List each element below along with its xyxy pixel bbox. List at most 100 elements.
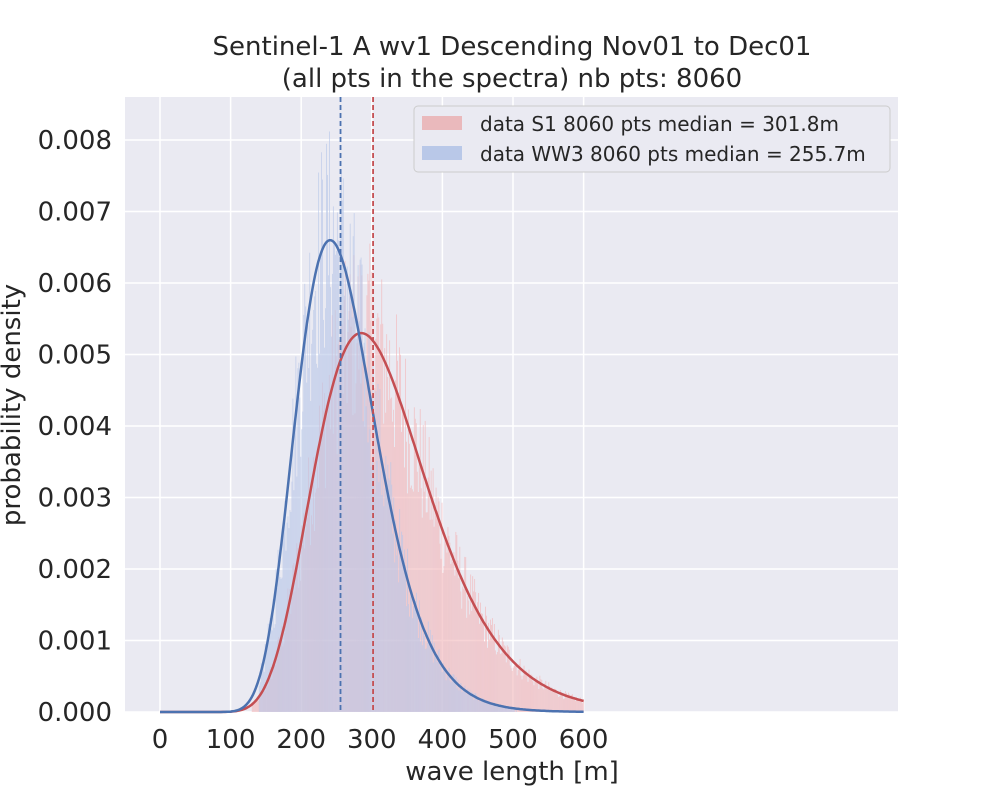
histogram-bar-ww3 [273, 627, 275, 712]
histogram-bar-s1 [487, 647, 488, 712]
histogram-bar-ww3 [411, 599, 412, 712]
histogram-bar-ww3 [319, 353, 321, 712]
histogram-bar-ww3 [382, 474, 384, 712]
histogram-bar-ww3 [308, 368, 310, 712]
histogram-bar-ww3 [442, 663, 444, 712]
histogram-bar-ww3 [317, 367, 319, 712]
histogram-bar-ww3 [278, 555, 280, 712]
histogram-bar-s1 [536, 676, 538, 712]
histogram-bar-ww3 [346, 266, 348, 712]
histogram-bar-s1 [257, 700, 259, 712]
x-tick-label: 600 [559, 725, 609, 755]
y-tick-label: 0.006 [38, 269, 112, 299]
histogram-bar-s1 [460, 591, 462, 712]
histogram-bar-ww3 [364, 328, 366, 712]
histogram-bar-s1 [494, 650, 496, 712]
histogram-bar-s1 [543, 689, 545, 712]
histogram-bar-ww3 [429, 629, 431, 712]
histogram-bar-ww3 [338, 358, 340, 712]
histogram-bar-s1 [473, 591, 475, 712]
histogram-bar-ww3 [497, 706, 498, 712]
histogram-bar-ww3 [466, 694, 468, 712]
histogram-bar-s1 [492, 635, 494, 712]
histogram-bar-ww3 [329, 131, 330, 712]
histogram-bar-ww3 [484, 699, 486, 712]
histogram-bar-ww3 [490, 703, 492, 712]
histogram-bar-ww3 [415, 592, 417, 712]
histogram-bar-ww3 [258, 685, 260, 712]
histogram-bar-s1 [423, 491, 425, 712]
histogram-bar-ww3 [478, 700, 480, 712]
histogram-bar-ww3 [376, 460, 378, 712]
histogram-bar-s1 [581, 703, 583, 712]
histogram-bar-ww3 [472, 693, 474, 712]
histogram-bar-ww3 [266, 641, 268, 712]
histogram-bar-s1 [508, 649, 510, 712]
histogram-bar-ww3 [361, 264, 363, 712]
histogram-bar-ww3 [351, 317, 353, 712]
histogram-bar-ww3 [369, 429, 371, 712]
histogram-bar-ww3 [332, 206, 334, 713]
histogram-bar-ww3 [375, 391, 377, 712]
histogram-bar-s1 [251, 703, 253, 712]
histogram-bar-s1 [417, 491, 419, 712]
histogram-bar-ww3 [482, 697, 484, 712]
histogram-bar-ww3 [487, 701, 489, 712]
histogram-bar-ww3 [476, 695, 478, 712]
histogram-bar-ww3 [334, 254, 336, 712]
histogram-bar-s1 [426, 512, 428, 712]
histogram-bar-s1 [485, 606, 486, 712]
histogram-bar-ww3 [292, 398, 294, 712]
histogram-bar-ww3 [426, 643, 428, 712]
histogram-bar-s1 [549, 686, 551, 712]
histogram-bar-ww3 [498, 704, 499, 712]
legend-label-ww3: data WW3 8060 pts median = 255.7m [480, 142, 866, 166]
histogram-bar-s1 [439, 543, 441, 712]
histogram-bar-ww3 [394, 562, 396, 712]
histogram-bar-ww3 [277, 549, 279, 712]
histogram-bar-s1 [396, 314, 397, 712]
histogram-bar-s1 [434, 505, 436, 712]
histogram-bar-ww3 [389, 480, 391, 712]
histogram-bar-s1 [437, 497, 439, 712]
histogram-bar-ww3 [350, 296, 352, 712]
histogram-bar-s1 [413, 407, 415, 712]
x-tick-label: 400 [418, 725, 468, 755]
histogram-bar-ww3 [295, 356, 297, 712]
histogram-bar-s1 [438, 501, 440, 712]
histogram-bar-ww3 [403, 566, 405, 712]
histogram-bar-s1 [481, 613, 482, 712]
histogram-bar-s1 [464, 556, 466, 712]
histogram-bar-ww3 [457, 679, 459, 712]
histogram-bar-s1 [462, 586, 464, 712]
histogram-bar-s1 [436, 510, 438, 712]
histogram-bar-ww3 [409, 616, 410, 712]
histogram-bar-ww3 [381, 495, 383, 712]
histogram-bar-ww3 [345, 350, 347, 712]
chart-title-line2: (all pts in the spectra) nb pts: 8060 [282, 64, 742, 94]
histogram-bar-s1 [431, 519, 433, 712]
histogram-bar-ww3 [306, 382, 308, 712]
histogram-bar-ww3 [357, 265, 359, 712]
histogram-bar-ww3 [433, 642, 435, 712]
histogram-bar-ww3 [392, 533, 394, 712]
histogram-bar-ww3 [304, 283, 306, 712]
histogram-bar-s1 [490, 624, 492, 712]
histogram-bar-ww3 [383, 506, 385, 712]
histogram-bar-ww3 [405, 565, 407, 712]
histogram-bar-s1 [489, 619, 491, 712]
histogram-bar-s1 [448, 535, 450, 712]
histogram-bar-ww3 [417, 637, 419, 712]
histogram-bar-s1 [441, 502, 443, 712]
x-tick-label: 0 [152, 725, 169, 755]
histogram-bar-ww3 [412, 618, 413, 712]
histogram-bar-s1 [488, 622, 489, 712]
histogram-bar-ww3 [285, 550, 287, 712]
histogram-bar-s1 [546, 688, 548, 712]
histogram-bar-s1 [541, 679, 543, 712]
histogram-bar-ww3 [499, 704, 500, 712]
pdf-curve-ww3 [160, 238, 584, 714]
histogram-bar-ww3 [414, 603, 415, 712]
histogram-bar-ww3 [314, 296, 316, 712]
histogram-bar-ww3 [430, 647, 432, 712]
